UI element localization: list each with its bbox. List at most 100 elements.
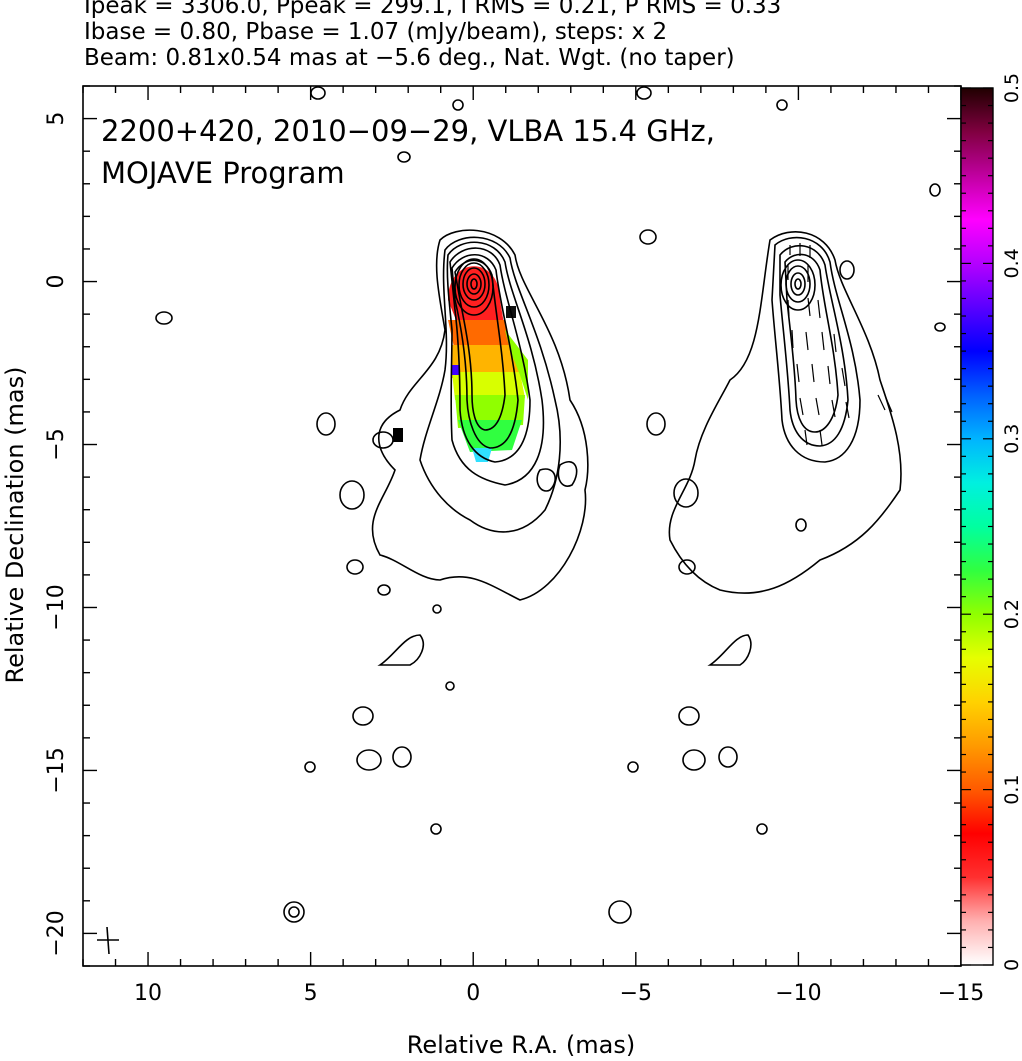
pol-vector — [811, 363, 815, 383]
contour-core-4 — [466, 273, 482, 295]
contour-right-blob-b — [673, 478, 699, 508]
polarization-vectors — [787, 243, 893, 446]
annotation-line-1: 2200+420, 2010−09−29, VLBA 15.4 GHz, — [101, 114, 715, 148]
pol-vector — [807, 297, 811, 317]
contour-right-blob-m — [756, 823, 768, 835]
y-tick-label: −5 — [44, 428, 69, 460]
contour-core-5 — [470, 278, 478, 290]
pol-vector — [831, 399, 836, 418]
contour-left-3 — [446, 241, 545, 486]
y-tick-label: −10 — [44, 584, 69, 630]
polarization-color-map — [393, 266, 528, 462]
y-tick-labels: 5 0 −5 −10 −15 −20 — [44, 112, 69, 957]
contour-left-blob-m — [283, 901, 305, 923]
contour-left-blob-c — [339, 480, 365, 510]
contour-left-blob-g — [346, 559, 364, 575]
pol-vector — [815, 397, 820, 416]
pol-vector — [787, 299, 790, 317]
pol-vector — [796, 363, 800, 383]
pol-blue-speck — [451, 365, 459, 375]
contour-right-core-2 — [785, 265, 811, 303]
contour-right-blob-d — [678, 559, 696, 575]
plot-frame — [82, 85, 962, 967]
y-tick-label: −20 — [44, 910, 69, 956]
pol-vector — [805, 331, 809, 351]
contour-right-blob-n — [929, 183, 941, 197]
contour-left-blob-q — [397, 151, 411, 163]
contour-right-2 — [771, 236, 861, 463]
contours-right — [608, 86, 946, 924]
pol-vector — [845, 401, 850, 419]
colorbar-tick-label: 0.3 — [1001, 424, 1022, 454]
contour-right-blob-c — [646, 412, 666, 436]
x-tick-label: −10 — [775, 981, 821, 1006]
annotation-line-2: MOJAVE Program — [101, 156, 345, 190]
pol-vector — [827, 365, 831, 385]
colorbar-tick-label: 0.2 — [1001, 599, 1022, 629]
colorbar-tick-label: 0.1 — [1001, 774, 1022, 804]
colorbar-tick-label: 0.5 — [1001, 73, 1022, 103]
contour-right-blob-h — [718, 746, 738, 768]
contour-left-blob-t — [445, 681, 455, 691]
colorbar-tick-label: 0.4 — [1001, 248, 1022, 278]
contour-right-blob-l — [627, 761, 639, 773]
contour-right-blob-j — [636, 86, 652, 100]
colorbar — [960, 87, 994, 966]
header-line-3: Beam: 0.81x0.54 mas at −5.6 deg., Nat. W… — [84, 45, 735, 71]
pol-vector — [819, 429, 823, 446]
x-tick-label: −5 — [620, 981, 652, 1006]
pol-vector — [877, 394, 886, 411]
x-tick-labels: 10 5 0 −5 −10 −15 — [134, 981, 984, 1006]
pol-fill-cyan — [472, 448, 492, 462]
contour-left-blob-k — [356, 749, 382, 771]
contour-right-blob-p — [934, 322, 946, 332]
contours-left — [155, 86, 589, 923]
contour-left-blob-f — [155, 311, 173, 325]
pol-vector — [821, 331, 825, 351]
x-axis-label: Relative R.A. (mas) — [407, 1031, 635, 1059]
pol-fill-green2 — [458, 420, 522, 452]
axis-ticks — [82, 85, 962, 967]
contour-left-blob-o — [310, 86, 326, 100]
x-tick-label: 0 — [466, 981, 480, 1006]
colorbar-labels: 0 0.1 0.2 0.3 0.4 0.5 — [1001, 73, 1022, 971]
colorbar-tick-label: 0 — [1001, 959, 1022, 971]
contour-right-4 — [784, 253, 839, 433]
colorbar-ticks — [961, 87, 993, 966]
contour-left-blob-a — [536, 468, 556, 492]
y-tick-label: 0 — [44, 275, 69, 289]
y-tick-label: 5 — [44, 112, 69, 126]
y-axis-label: Relative Declination (mas) — [1, 366, 29, 683]
contour-left-blob-s — [430, 823, 442, 835]
pol-vector — [791, 329, 794, 349]
contour-left-blob-i — [377, 634, 425, 666]
contour-left-blob-h — [377, 584, 391, 596]
pol-fill-yellowgreen — [452, 372, 525, 400]
contour-core-3 — [462, 267, 486, 301]
contour-right-blob-k — [776, 99, 788, 111]
contour-left-blob-u — [432, 604, 442, 614]
contour-left-blob-b — [557, 461, 578, 487]
contour-left-blob-d — [316, 412, 336, 436]
contour-left-blob-l — [392, 746, 412, 768]
contour-right-blob-q — [795, 518, 807, 532]
header-line-2: Ibase = 0.80, Pbase = 1.07 (mJy/beam), s… — [84, 19, 668, 45]
contour-left-outer — [371, 229, 589, 601]
contour-core-2 — [458, 262, 490, 308]
contour-left-blob-p — [452, 99, 464, 111]
header-line-1: Ipeak = 3306.0, Ppeak = 299.1, I RMS = 0… — [84, 0, 782, 19]
contour-left-blob-e — [372, 431, 394, 449]
contour-right-blob-a — [639, 229, 657, 245]
pol-vector — [841, 367, 846, 387]
contour-right-blob-g — [682, 749, 706, 771]
contour-right-3 — [779, 244, 849, 447]
pol-black-block — [393, 428, 403, 442]
contour-right-core-1 — [780, 259, 816, 311]
contour-left-4 — [449, 247, 531, 463]
beam-marker — [97, 926, 119, 955]
x-tick-label: 5 — [304, 981, 318, 1006]
contour-left-blob-j — [352, 706, 374, 726]
pol-vector — [833, 333, 837, 353]
pol-vector — [817, 299, 821, 319]
contour-right-outer — [668, 231, 902, 594]
